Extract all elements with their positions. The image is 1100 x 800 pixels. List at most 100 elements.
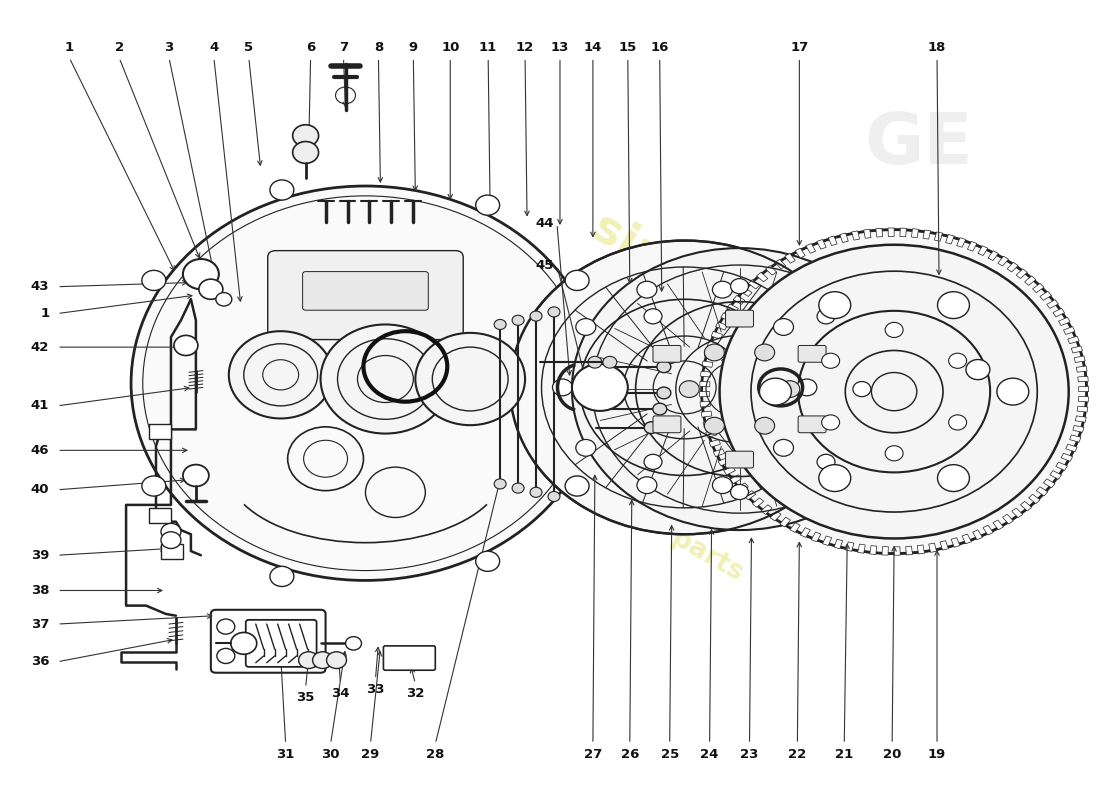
Polygon shape xyxy=(757,272,768,282)
Circle shape xyxy=(755,418,774,434)
Circle shape xyxy=(345,637,362,650)
Circle shape xyxy=(680,381,700,398)
Polygon shape xyxy=(952,538,960,547)
Circle shape xyxy=(131,186,600,581)
Polygon shape xyxy=(812,532,821,542)
FancyBboxPatch shape xyxy=(148,424,170,439)
Circle shape xyxy=(270,566,294,586)
Text: 8: 8 xyxy=(374,41,383,54)
Polygon shape xyxy=(934,232,943,242)
Circle shape xyxy=(513,483,524,493)
Polygon shape xyxy=(784,254,795,263)
Circle shape xyxy=(603,356,617,368)
Circle shape xyxy=(548,491,560,502)
Circle shape xyxy=(759,378,791,405)
Polygon shape xyxy=(1069,435,1081,442)
Polygon shape xyxy=(993,520,1003,530)
Polygon shape xyxy=(983,526,993,535)
Text: 3: 3 xyxy=(164,41,174,54)
Circle shape xyxy=(886,446,903,461)
Polygon shape xyxy=(780,518,791,527)
Text: 12: 12 xyxy=(516,41,535,54)
Text: 33: 33 xyxy=(366,683,385,696)
Text: 7: 7 xyxy=(339,41,348,54)
FancyBboxPatch shape xyxy=(384,646,436,670)
Circle shape xyxy=(822,415,839,430)
Polygon shape xyxy=(720,313,733,321)
Polygon shape xyxy=(957,238,966,247)
Circle shape xyxy=(886,322,903,338)
Circle shape xyxy=(713,477,733,494)
Polygon shape xyxy=(1068,336,1079,344)
Circle shape xyxy=(548,307,560,317)
Polygon shape xyxy=(704,351,715,358)
Polygon shape xyxy=(1078,376,1088,382)
Text: 23: 23 xyxy=(740,748,759,761)
Text: 32: 32 xyxy=(406,687,425,700)
Polygon shape xyxy=(817,239,826,249)
Polygon shape xyxy=(864,230,871,238)
Polygon shape xyxy=(1077,366,1087,372)
Polygon shape xyxy=(876,228,882,237)
Polygon shape xyxy=(724,466,735,475)
Polygon shape xyxy=(1033,283,1044,293)
Circle shape xyxy=(552,379,572,396)
FancyBboxPatch shape xyxy=(726,451,754,468)
Circle shape xyxy=(183,465,209,486)
FancyBboxPatch shape xyxy=(267,250,463,339)
Text: 25: 25 xyxy=(661,748,679,761)
Polygon shape xyxy=(1077,406,1088,412)
Text: 40: 40 xyxy=(31,483,50,496)
Polygon shape xyxy=(718,458,729,466)
Text: 18: 18 xyxy=(927,41,946,54)
Text: 19: 19 xyxy=(928,748,946,761)
Circle shape xyxy=(852,382,871,397)
Polygon shape xyxy=(882,546,889,555)
Circle shape xyxy=(565,476,590,496)
Text: 17: 17 xyxy=(790,41,808,54)
Polygon shape xyxy=(851,231,859,240)
Text: 14: 14 xyxy=(584,41,602,54)
Polygon shape xyxy=(752,498,763,507)
Polygon shape xyxy=(730,474,741,483)
Text: 22: 22 xyxy=(789,748,806,761)
FancyBboxPatch shape xyxy=(211,610,326,673)
Polygon shape xyxy=(1075,356,1086,362)
Circle shape xyxy=(817,454,835,470)
Circle shape xyxy=(652,403,667,415)
Text: 30: 30 xyxy=(321,748,340,761)
Text: 42: 42 xyxy=(31,341,50,354)
Circle shape xyxy=(575,318,596,335)
Text: 43: 43 xyxy=(31,280,50,294)
Circle shape xyxy=(320,325,450,434)
Polygon shape xyxy=(713,449,725,457)
Circle shape xyxy=(416,333,525,425)
Text: 21: 21 xyxy=(835,748,854,761)
Text: 28: 28 xyxy=(426,748,444,761)
Text: 41: 41 xyxy=(31,399,50,412)
Text: 31: 31 xyxy=(276,748,295,761)
Polygon shape xyxy=(801,528,811,538)
Polygon shape xyxy=(928,543,936,552)
Circle shape xyxy=(475,551,499,571)
Polygon shape xyxy=(894,546,900,555)
Text: 39: 39 xyxy=(31,549,50,562)
Circle shape xyxy=(298,652,319,669)
Text: 1: 1 xyxy=(40,307,49,320)
Circle shape xyxy=(937,292,969,318)
Polygon shape xyxy=(1053,308,1065,317)
Text: 9: 9 xyxy=(409,41,418,54)
Circle shape xyxy=(199,279,223,299)
Polygon shape xyxy=(703,421,714,427)
Text: 29: 29 xyxy=(361,748,379,761)
Text: since 1985: since 1985 xyxy=(584,204,855,386)
Circle shape xyxy=(530,487,542,498)
Circle shape xyxy=(702,230,1087,554)
Polygon shape xyxy=(716,322,727,330)
Polygon shape xyxy=(823,536,832,546)
Polygon shape xyxy=(988,250,999,261)
Circle shape xyxy=(565,270,590,290)
Polygon shape xyxy=(1056,462,1067,470)
Text: 46: 46 xyxy=(31,444,50,457)
Text: 11: 11 xyxy=(478,41,497,54)
